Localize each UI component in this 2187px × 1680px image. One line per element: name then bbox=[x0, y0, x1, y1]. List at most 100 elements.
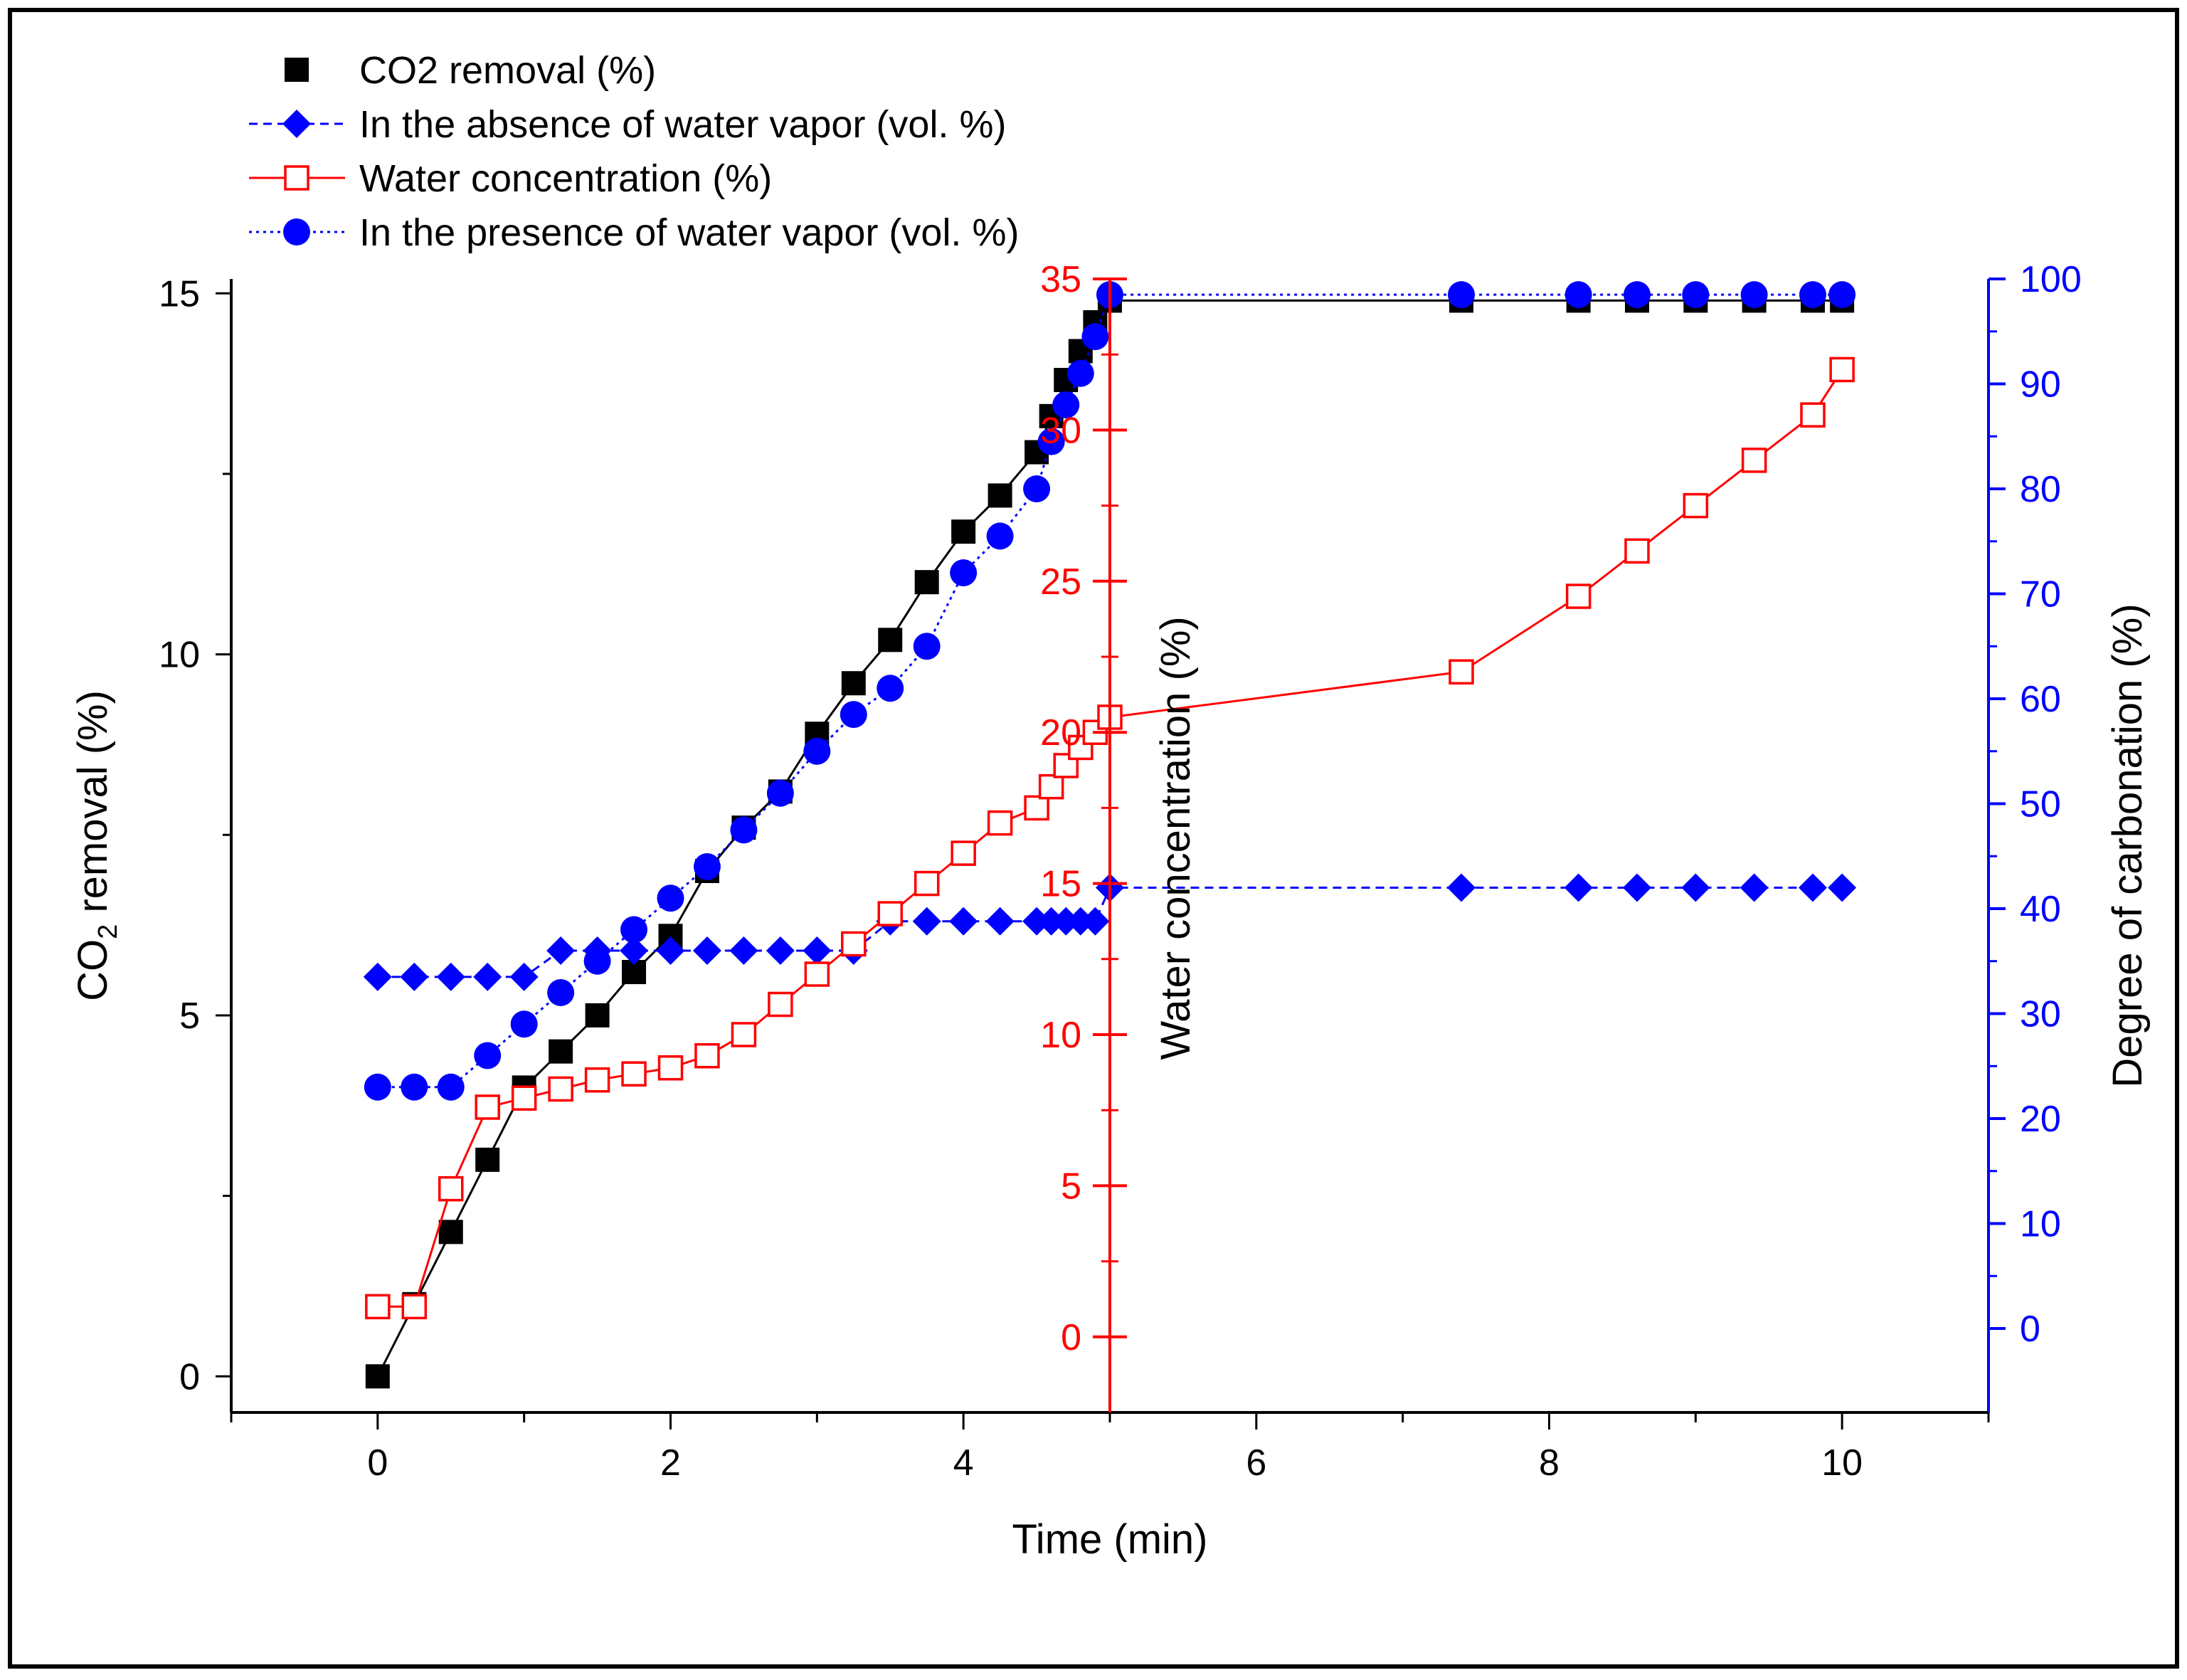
series-1-point-22 bbox=[1081, 907, 1110, 936]
legend-label-1: In the absence of water vapor (vol. %) bbox=[359, 103, 1006, 146]
series-2-point-0 bbox=[365, 1294, 391, 1320]
series-2-point-14 bbox=[877, 901, 903, 926]
series-0-point-6 bbox=[585, 1003, 610, 1027]
series-3-point-15 bbox=[913, 633, 941, 660]
series-0-point-2 bbox=[438, 1220, 463, 1245]
series-1-point-4 bbox=[509, 962, 539, 991]
middle-axis-title: Water concentration (%) bbox=[1153, 616, 1199, 1060]
x-tick-label: 0 bbox=[367, 1442, 388, 1484]
series-3-point-17 bbox=[986, 522, 1014, 550]
series-3-point-3 bbox=[474, 1042, 502, 1069]
series-2-point-2 bbox=[438, 1176, 464, 1202]
series-0-point-3 bbox=[475, 1147, 500, 1172]
x-tick-label: 10 bbox=[1821, 1442, 1863, 1484]
series-3-point-8 bbox=[657, 884, 684, 912]
series-1-point-3 bbox=[473, 962, 502, 991]
legend-label-0: CO2 removal (%) bbox=[359, 49, 656, 92]
series-1-point-19 bbox=[1037, 907, 1066, 936]
x-tick-label: 4 bbox=[953, 1442, 974, 1484]
series-0-point-16 bbox=[951, 519, 976, 544]
series-3-point-19 bbox=[1037, 428, 1065, 455]
series-3-point-26 bbox=[1624, 281, 1651, 309]
right-tick-label: 40 bbox=[2020, 889, 2061, 930]
series-3-point-7 bbox=[620, 916, 648, 944]
series-1-point-21 bbox=[1066, 907, 1095, 936]
right-tick-label: 30 bbox=[2020, 994, 2061, 1035]
middle-tick-label: 0 bbox=[1061, 1317, 1081, 1358]
series-2-point-30 bbox=[1829, 356, 1855, 383]
right-axis-title: Degree of carbonation (%) bbox=[2104, 603, 2151, 1087]
series-3-point-18 bbox=[1023, 475, 1051, 502]
series-1-point-16 bbox=[949, 907, 978, 936]
series-2-point-25 bbox=[1565, 583, 1592, 609]
series-1-point-7 bbox=[620, 936, 649, 965]
legend: CO2 removal (%) In the absence of water v… bbox=[249, 49, 1019, 254]
series-0-point-15 bbox=[914, 570, 939, 595]
middle-tick-label: 25 bbox=[1040, 561, 1081, 603]
series-3-point-11 bbox=[766, 779, 794, 807]
series-1-point-28 bbox=[1739, 873, 1769, 902]
middle-tick-label: 35 bbox=[1040, 259, 1081, 300]
series-3-point-1 bbox=[401, 1073, 428, 1101]
left-tick-label: 10 bbox=[159, 635, 200, 676]
right-tick-label: 60 bbox=[2020, 679, 2061, 720]
right-tick-label: 100 bbox=[2020, 259, 2082, 300]
series-2-point-18 bbox=[1024, 795, 1049, 821]
series-3-point-0 bbox=[364, 1073, 391, 1101]
series-2-point-24 bbox=[1449, 659, 1474, 685]
series-2-point-1 bbox=[401, 1294, 428, 1320]
right-tick-label: 50 bbox=[2020, 784, 2061, 825]
series-2-point-21 bbox=[1068, 734, 1094, 761]
left-axis-title: CO2 removal (%) bbox=[70, 690, 123, 1001]
series-1-point-25 bbox=[1564, 873, 1593, 902]
series-2-point-28 bbox=[1741, 448, 1767, 473]
series-1-point-27 bbox=[1681, 873, 1710, 902]
series-3-point-29 bbox=[1799, 281, 1826, 309]
series-1-point-17 bbox=[985, 907, 1015, 936]
series-3-point-20 bbox=[1052, 391, 1080, 418]
left-axis-title-sub: 2 bbox=[93, 924, 123, 939]
series-1-point-5 bbox=[546, 936, 576, 965]
series-3-point-2 bbox=[437, 1073, 465, 1101]
plot-layer bbox=[363, 281, 1857, 1389]
figure-border bbox=[8, 8, 2179, 1669]
series-2-point-15 bbox=[914, 870, 940, 897]
series-2-point-5 bbox=[548, 1076, 573, 1102]
series-2-point-17 bbox=[987, 810, 1013, 836]
series-2-point-16 bbox=[950, 840, 976, 866]
series-1-point-24 bbox=[1447, 873, 1476, 902]
series-3-point-28 bbox=[1740, 281, 1768, 309]
series-2-point-13 bbox=[841, 931, 867, 957]
x-tick-label: 6 bbox=[1246, 1442, 1266, 1484]
series-2-point-26 bbox=[1624, 538, 1650, 564]
series-2-point-19 bbox=[1038, 773, 1064, 800]
series-1-point-12 bbox=[803, 936, 832, 965]
right-tick-label: 70 bbox=[2020, 574, 2061, 616]
right-tick-label: 80 bbox=[2020, 469, 2061, 510]
legend-label-3: In the presence of water vapor (vol. %) bbox=[359, 211, 1019, 254]
left-tick-label: 5 bbox=[179, 995, 200, 1037]
series-0-point-0 bbox=[365, 1364, 390, 1389]
series-3-point-16 bbox=[950, 559, 978, 586]
series-3-point-10 bbox=[730, 816, 758, 844]
left-axis-title-rest: removal (%) bbox=[70, 690, 116, 924]
left-tick-label: 15 bbox=[159, 273, 200, 315]
series-3-point-21 bbox=[1066, 359, 1094, 387]
series-1-point-9 bbox=[692, 936, 721, 965]
series-3-point-4 bbox=[510, 1010, 538, 1038]
series-3-point-22 bbox=[1081, 323, 1109, 351]
series-3-point-12 bbox=[803, 737, 831, 765]
right-tick-label: 0 bbox=[2020, 1309, 2040, 1350]
series-1-point-2 bbox=[436, 962, 465, 991]
series-0-point-13 bbox=[841, 671, 866, 696]
series-1-point-1 bbox=[400, 962, 429, 991]
middle-tick-label: 30 bbox=[1040, 410, 1081, 451]
series-1-point-0 bbox=[363, 962, 392, 991]
legend-marker-3 bbox=[283, 218, 310, 245]
left-tick-label: 0 bbox=[179, 1356, 200, 1398]
series-3-point-14 bbox=[877, 675, 904, 702]
